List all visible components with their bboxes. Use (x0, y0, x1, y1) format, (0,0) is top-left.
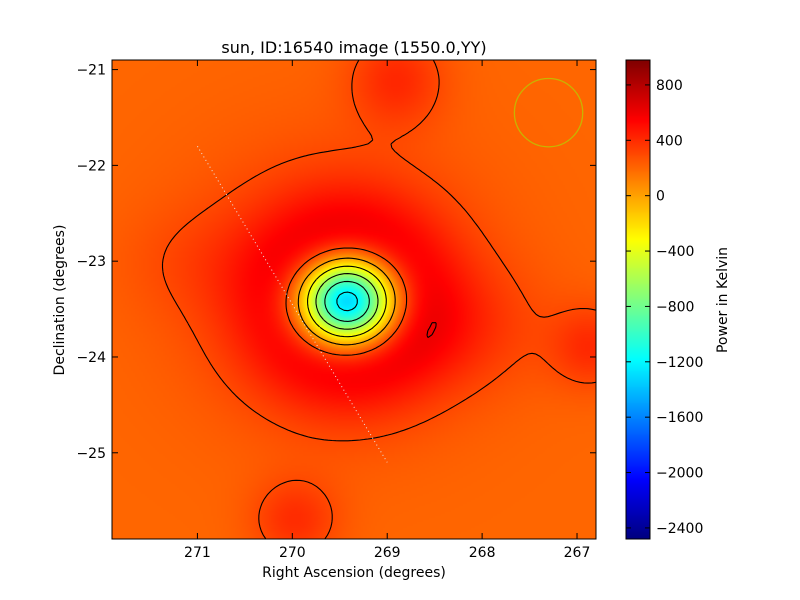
colorbar: 800 400 0 −400 −800 −1200 −1600 −2000 −2400 Powe… (625, 59, 731, 540)
contour-level (324, 280, 370, 322)
contour-level (315, 273, 379, 330)
y-tick-label: −21 (76, 63, 106, 79)
x-tick-label: 270 (279, 545, 306, 561)
x-axis-label: Right Ascension (degrees) (262, 565, 446, 581)
x-tick-label: 269 (374, 545, 401, 561)
colorbar-tick-label: −2000 (656, 466, 703, 482)
contour-level (426, 322, 437, 339)
contour-level (336, 291, 358, 312)
colorbar-tick-label: −1600 (656, 410, 703, 426)
colorbar-gradient (626, 60, 650, 539)
colorbar-tick-label: 0 (656, 189, 665, 205)
colorbar-tick-label: −400 (656, 244, 694, 260)
y-tick-label: −23 (76, 254, 106, 270)
colorbar-tick-label: −2400 (656, 521, 703, 537)
y-axis-label: Declination (degrees) (52, 225, 68, 376)
contour-level (297, 257, 396, 346)
colorbar-frame (625, 59, 651, 540)
colorbar-tick-label: 400 (656, 133, 683, 149)
colorbar-tick-label: 800 (656, 78, 683, 94)
y-axis-ticks: −21 −22 −23 −24 −25 (76, 63, 596, 462)
y-tick-label: −25 (76, 446, 106, 462)
heatmap-image (112, 60, 596, 539)
beam-circle (513, 77, 584, 148)
x-axis-ticks: 271 270 269 268 267 (184, 60, 590, 561)
y-tick-label: −22 (76, 158, 106, 174)
colorbar-ticks: 800 400 0 −400 −800 −1200 −1600 −2000 −2400 (626, 78, 703, 537)
contour-level (307, 265, 387, 338)
chart-title: sun, ID:16540 image (1550.0,YY) (221, 38, 486, 57)
contour-level (161, 60, 596, 539)
y-tick-label: −24 (76, 350, 106, 366)
x-tick-label: 268 (469, 545, 496, 561)
x-tick-label: 271 (184, 545, 211, 561)
colorbar-tick-label: −1200 (656, 355, 703, 371)
sun-track-line (196, 145, 388, 463)
x-tick-label: 267 (564, 545, 591, 561)
colorbar-label: Power in Kelvin (715, 247, 731, 353)
colorbar-tick-label: −800 (656, 299, 694, 315)
plot-area (112, 60, 596, 539)
contour-lines (161, 60, 596, 539)
plot-frame (111, 59, 597, 540)
